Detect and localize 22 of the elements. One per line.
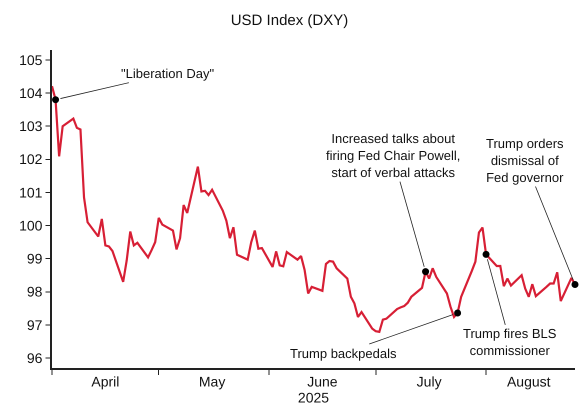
y-tick-label: 102	[19, 151, 43, 168]
x-tick-label: August	[506, 374, 551, 390]
annotation: Trump orders dismissal of Fed governor	[486, 136, 564, 185]
y-tick-label: 99	[26, 250, 43, 267]
x-tick-label: May	[198, 374, 226, 390]
annotation: Trump backpedals	[290, 346, 397, 361]
chart-title: USD Index (DXY)	[230, 12, 348, 29]
y-tick-label: 97	[26, 316, 43, 333]
y-tick-label: 98	[26, 284, 43, 300]
y-tick-label: 96	[26, 350, 43, 366]
y-tick-label: 104	[19, 84, 43, 101]
y-tick-label: 103	[19, 118, 43, 134]
x-axis-title: 2025	[298, 390, 330, 406]
x-tick-label: June	[307, 374, 338, 390]
x-tick-label: April	[91, 374, 120, 390]
annotation: Trump fires BLS commissioner	[463, 326, 557, 358]
y-tick-label: 101	[19, 184, 43, 200]
annotation: "Liberation Day"	[121, 66, 214, 81]
x-tick-label: July	[416, 374, 442, 390]
annotation: Increased talks about firing Fed Chair Powell, start of verbal attacks	[326, 131, 460, 180]
y-tick-label: 100	[19, 217, 43, 234]
y-tick-label: 105	[19, 52, 43, 68]
